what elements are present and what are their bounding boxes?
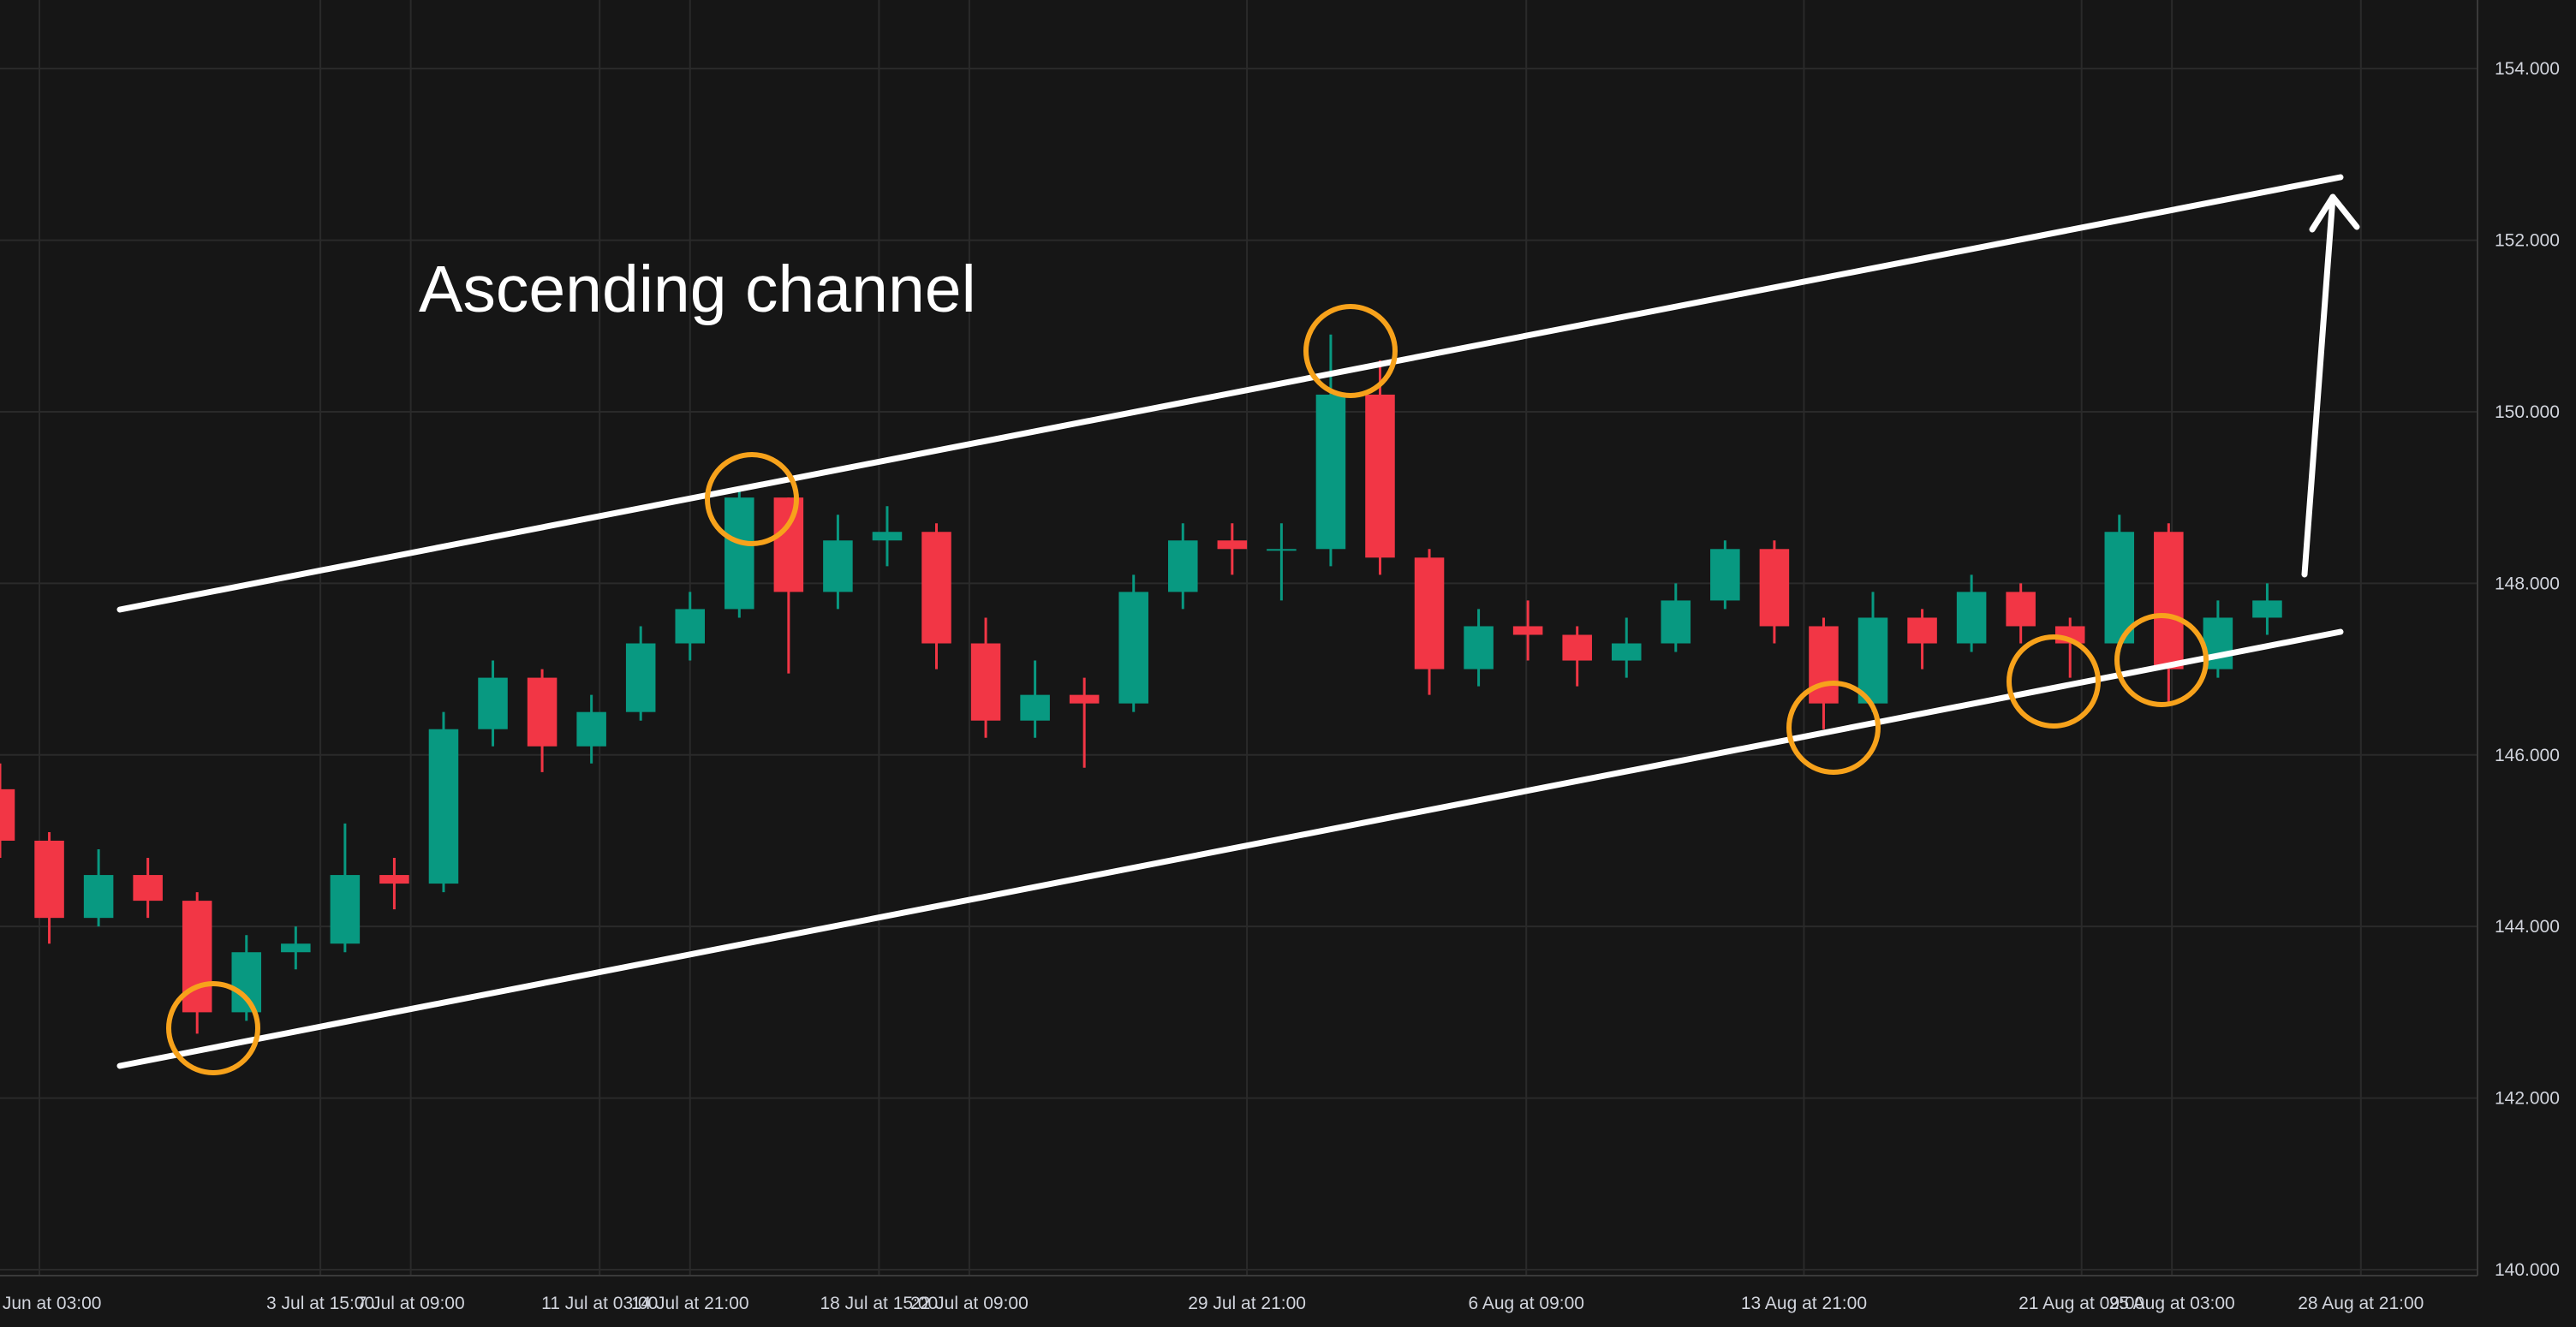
candle-body (1611, 643, 1642, 661)
candle-body (1956, 592, 1987, 644)
candle-body (1907, 617, 1937, 644)
candle-body (970, 643, 1001, 721)
candle-body (83, 875, 114, 919)
x-tick-label: 3 Jul at 15:00 (266, 1294, 374, 1313)
candle-body (1710, 549, 1740, 601)
candle-body (1512, 626, 1543, 635)
y-tick-label: 142.000 (2495, 1089, 2560, 1109)
y-tick-label: 144.000 (2495, 917, 2560, 937)
candle-body (34, 840, 64, 919)
candle-body (1020, 694, 1050, 721)
y-tick-label: 146.000 (2495, 746, 2560, 765)
y-tick-label: 154.000 (2495, 59, 2560, 79)
touch-circle (1303, 304, 1398, 398)
touch-circle (705, 452, 799, 546)
candles-layer (0, 334, 2282, 1034)
x-tick-label: 22 Jul at 09:00 (910, 1294, 1029, 1313)
candle-body (1168, 540, 1198, 592)
candle-body (2006, 592, 2036, 627)
y-tick-label: 152.000 (2495, 231, 2560, 251)
candle-body (379, 875, 409, 884)
x-tick-label: 14 Jul at 21:00 (631, 1294, 749, 1313)
candle-body (1464, 626, 1494, 669)
candle-body (428, 729, 459, 884)
candle-body (675, 609, 706, 644)
candle-body (1365, 394, 1395, 558)
candle-body (576, 711, 606, 747)
x-tick-label: 18 Jul at 15:00 (820, 1294, 938, 1313)
candle-body (2252, 600, 2282, 618)
touch-circle (2114, 613, 2209, 707)
candle-body (527, 677, 558, 747)
candle-body (2154, 532, 2184, 669)
annotation-text: Ascending channel (419, 253, 976, 326)
candle-body (478, 677, 508, 729)
candle-body (1315, 394, 1346, 550)
x-tick-label: 11 Jul at 03:00 (541, 1294, 658, 1313)
touch-circle (1786, 681, 1881, 775)
x-tick-label: 6 Aug at 09:00 (1468, 1294, 1583, 1313)
x-tick-label: 25 Aug at 03:00 (2109, 1294, 2235, 1313)
candle-body (2104, 532, 2135, 644)
y-tick-label: 148.000 (2495, 574, 2560, 593)
axes-layer: 140.000 142.000 144.000 146.000 148.000 150.0… (0, 59, 2560, 1313)
arrow-head (2309, 193, 2360, 233)
x-tick-label: 29 Jul at 21:00 (1188, 1294, 1306, 1313)
candle-body (281, 943, 311, 953)
breakout-arrow (2301, 193, 2336, 578)
candle-body (872, 532, 903, 541)
candle-body (1809, 626, 1839, 704)
candle-body (724, 497, 754, 610)
candle-body (133, 875, 163, 902)
candle-body (921, 532, 951, 644)
candle-body (1069, 694, 1100, 704)
y-tick-label: 150.000 (2495, 402, 2560, 422)
candle-body (0, 788, 15, 841)
x-tick-label: 26 Jun at 03:00 (0, 1294, 101, 1313)
candle-body (1857, 617, 1888, 704)
candle-body (773, 497, 804, 592)
x-tick-label: 21 Aug at 09:00 (2018, 1294, 2144, 1313)
candle-body (231, 952, 262, 1013)
touch-circle (2007, 634, 2101, 729)
candle-body (1759, 549, 1790, 627)
channel-lower-line (116, 628, 2344, 1069)
channel-upper-line (116, 174, 2344, 613)
candle-body (1217, 540, 1248, 550)
candle-body (1414, 557, 1445, 669)
candle-body (1267, 549, 1297, 551)
candle-body (1118, 592, 1148, 704)
candle-body (625, 643, 656, 712)
drawings (116, 174, 2360, 1075)
touch-circle (166, 981, 260, 1075)
x-tick-label: 13 Aug at 21:00 (1741, 1294, 1867, 1313)
candle-body (823, 540, 853, 592)
y-tick-label: 140.000 (2495, 1260, 2560, 1280)
x-tick-label: 7 Jul at 09:00 (357, 1294, 465, 1313)
candle-body (1661, 600, 1691, 644)
x-tick-label: 28 Aug at 21:00 (2298, 1294, 2424, 1313)
candle-body (330, 875, 361, 944)
candle-body (1562, 634, 1592, 661)
